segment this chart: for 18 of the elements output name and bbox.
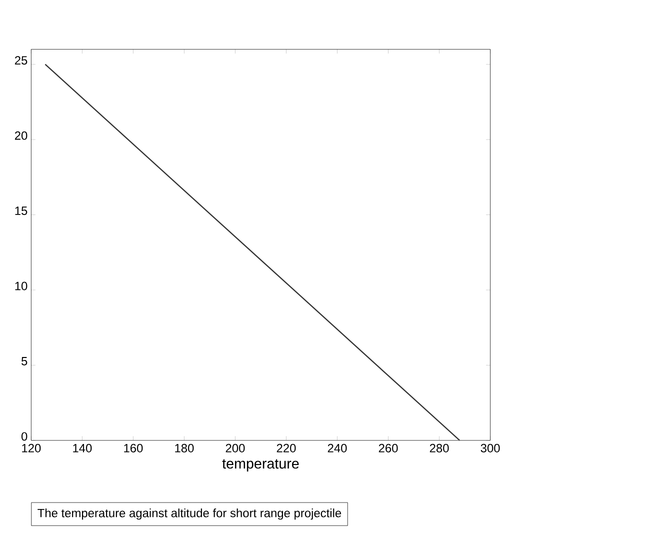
x-tick-label: 300	[480, 444, 500, 452]
y-tick-label: 25	[14, 56, 28, 65]
x-axis-title: temperature	[222, 459, 299, 472]
x-tick-label: 140	[73, 444, 92, 452]
y-tick-label: 5	[22, 357, 28, 366]
text: The temperature against altitude for short range projectile	[38, 508, 342, 520]
y-tick-label: 20	[14, 131, 28, 140]
x-tick-label: 260	[378, 444, 398, 452]
x-tick-label: 200	[226, 444, 245, 452]
x-tick-label: 220	[276, 444, 296, 452]
x-tick-label: 240	[328, 444, 347, 452]
x-tick-label: 180	[175, 444, 194, 452]
y-tick-label: 0	[21, 432, 28, 441]
x-tick-label: 160	[124, 444, 143, 452]
y-tick-label: 15	[15, 206, 28, 215]
y-tick-label: 10	[15, 282, 28, 290]
x-tick-label: 120	[22, 444, 41, 452]
x-tick-label: 280	[430, 444, 449, 452]
